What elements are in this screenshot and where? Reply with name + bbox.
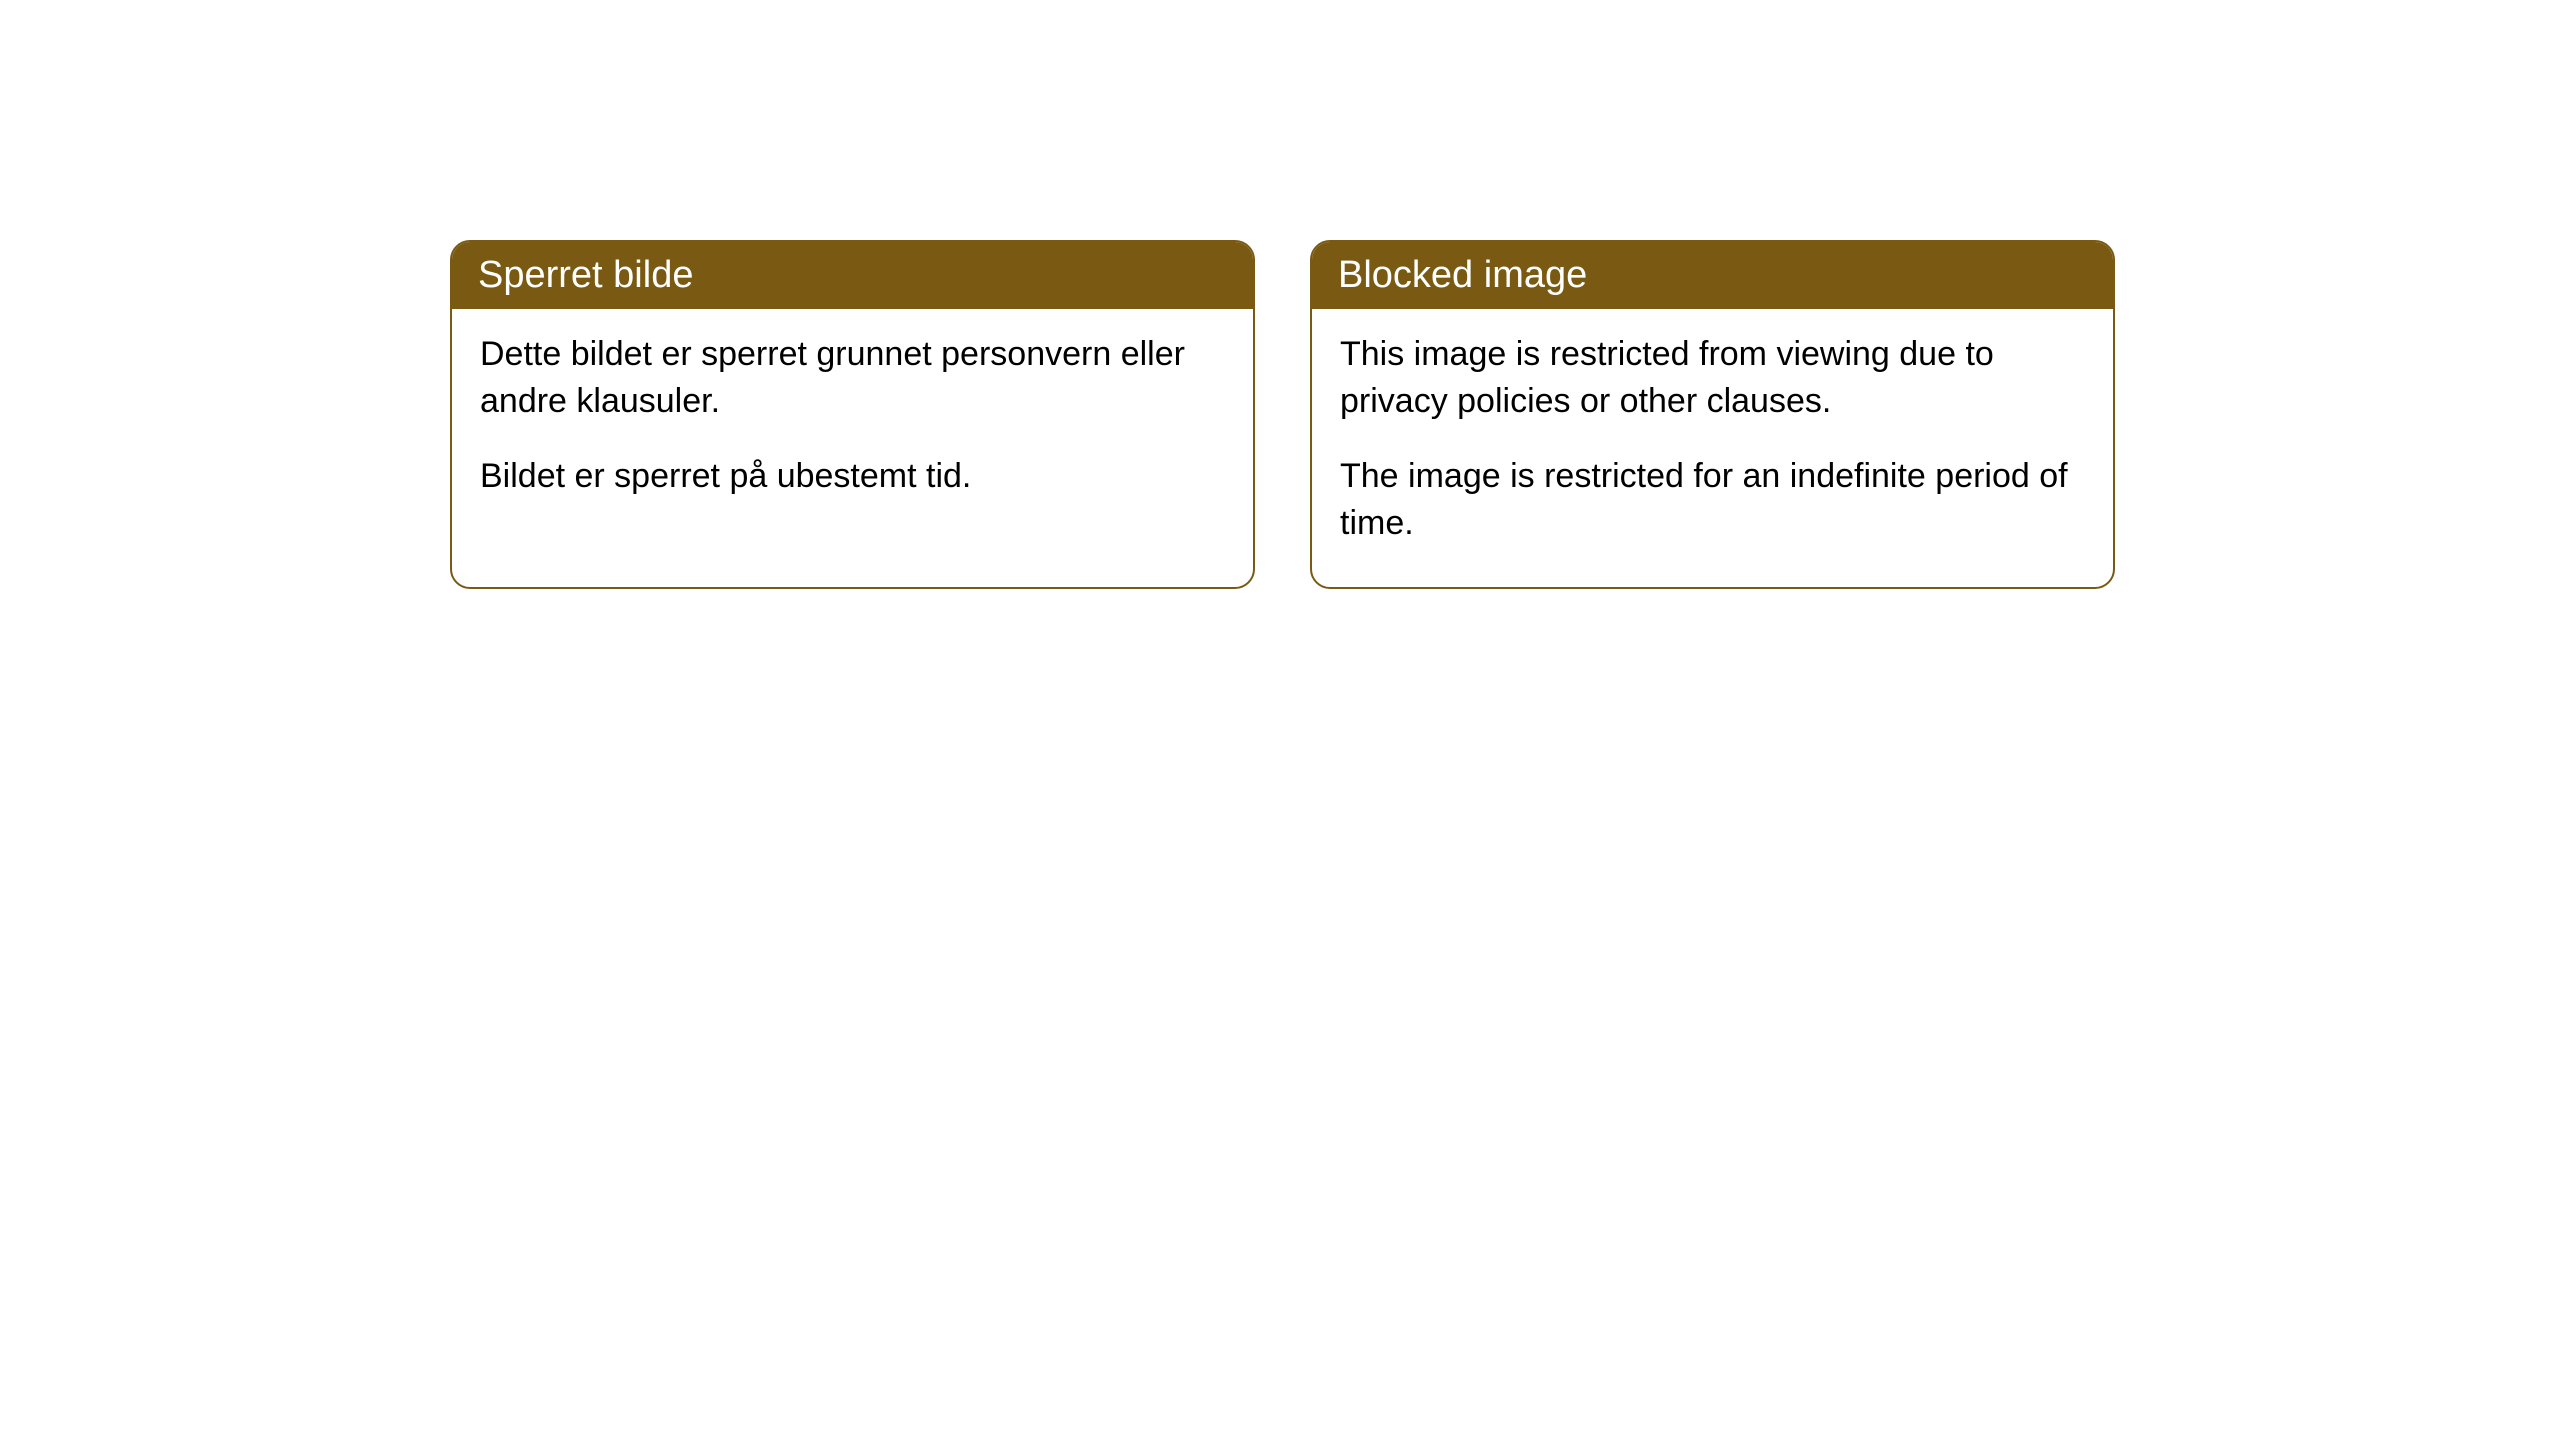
notice-container: Sperret bilde Dette bildet er sperret gr… [450, 240, 2115, 589]
card-text-english-1: This image is restricted from viewing du… [1340, 331, 2085, 425]
card-header-english: Blocked image [1312, 242, 2113, 309]
card-text-english-2: The image is restricted for an indefinit… [1340, 453, 2085, 547]
card-body-english: This image is restricted from viewing du… [1312, 309, 2113, 587]
card-text-norwegian-1: Dette bildet er sperret grunnet personve… [480, 331, 1225, 425]
notice-card-norwegian: Sperret bilde Dette bildet er sperret gr… [450, 240, 1255, 589]
card-text-norwegian-2: Bildet er sperret på ubestemt tid. [480, 453, 1225, 500]
card-body-norwegian: Dette bildet er sperret grunnet personve… [452, 309, 1253, 540]
card-header-norwegian: Sperret bilde [452, 242, 1253, 309]
notice-card-english: Blocked image This image is restricted f… [1310, 240, 2115, 589]
